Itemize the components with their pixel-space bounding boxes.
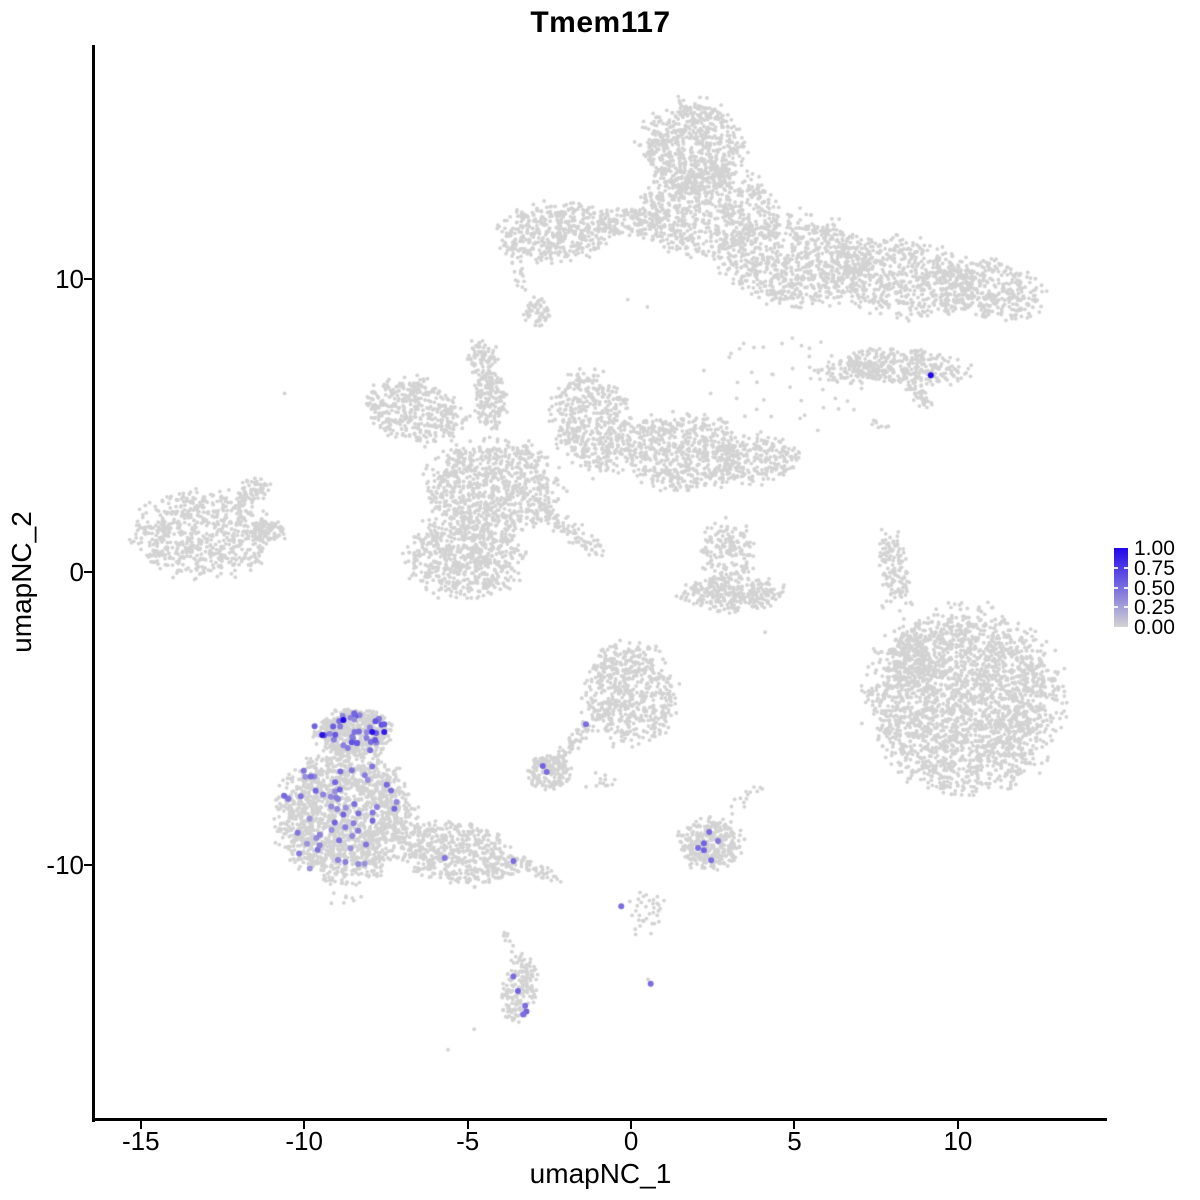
y-tick-label: 10 <box>55 264 84 295</box>
x-tick-label: 10 <box>943 1126 973 1156</box>
y-tick-mark <box>84 571 92 574</box>
legend-notch <box>1114 566 1118 569</box>
x-tick-mark <box>466 1121 469 1129</box>
y-axis-line <box>92 45 95 1122</box>
x-axis-line <box>92 1118 1107 1121</box>
y-tick-mark <box>84 864 92 867</box>
x-tick-label: 0 <box>623 1126 639 1156</box>
plot-title: Tmem117 <box>530 6 671 39</box>
x-tick-label: -5 <box>456 1126 480 1156</box>
legend-notch <box>1114 606 1118 609</box>
legend-label: 0.75 <box>1134 556 1175 580</box>
legend-notch <box>1114 586 1118 589</box>
legend-notch <box>1124 566 1128 569</box>
legend-notch <box>1124 586 1128 589</box>
y-axis-title: umapNC_2 <box>6 511 37 653</box>
x-tick-label: -15 <box>121 1126 160 1156</box>
expression-legend: 1.00 0.75 0.50 0.25 0.00 <box>1110 538 1200 638</box>
x-tick-mark <box>630 1121 633 1129</box>
x-tick-mark <box>303 1121 306 1129</box>
y-tick-label: -10 <box>46 850 84 881</box>
legend-notch <box>1124 606 1128 609</box>
x-tick-mark <box>139 1121 142 1129</box>
x-axis-title: umapNC_1 <box>529 1158 672 1189</box>
x-tick-label: 5 <box>787 1126 802 1156</box>
y-tick-mark <box>84 278 92 281</box>
legend-label: 0.50 <box>1134 576 1175 600</box>
y-tick-label: 0 <box>69 557 84 588</box>
legend-label: 0.25 <box>1134 596 1175 620</box>
legend-gradient-bar <box>1114 548 1128 627</box>
x-tick-mark <box>956 1121 959 1129</box>
x-tick-label: -10 <box>285 1126 323 1156</box>
x-tick-mark <box>793 1121 796 1129</box>
legend-label: 1.00 <box>1134 537 1175 560</box>
legend-label: 0.00 <box>1134 616 1175 639</box>
